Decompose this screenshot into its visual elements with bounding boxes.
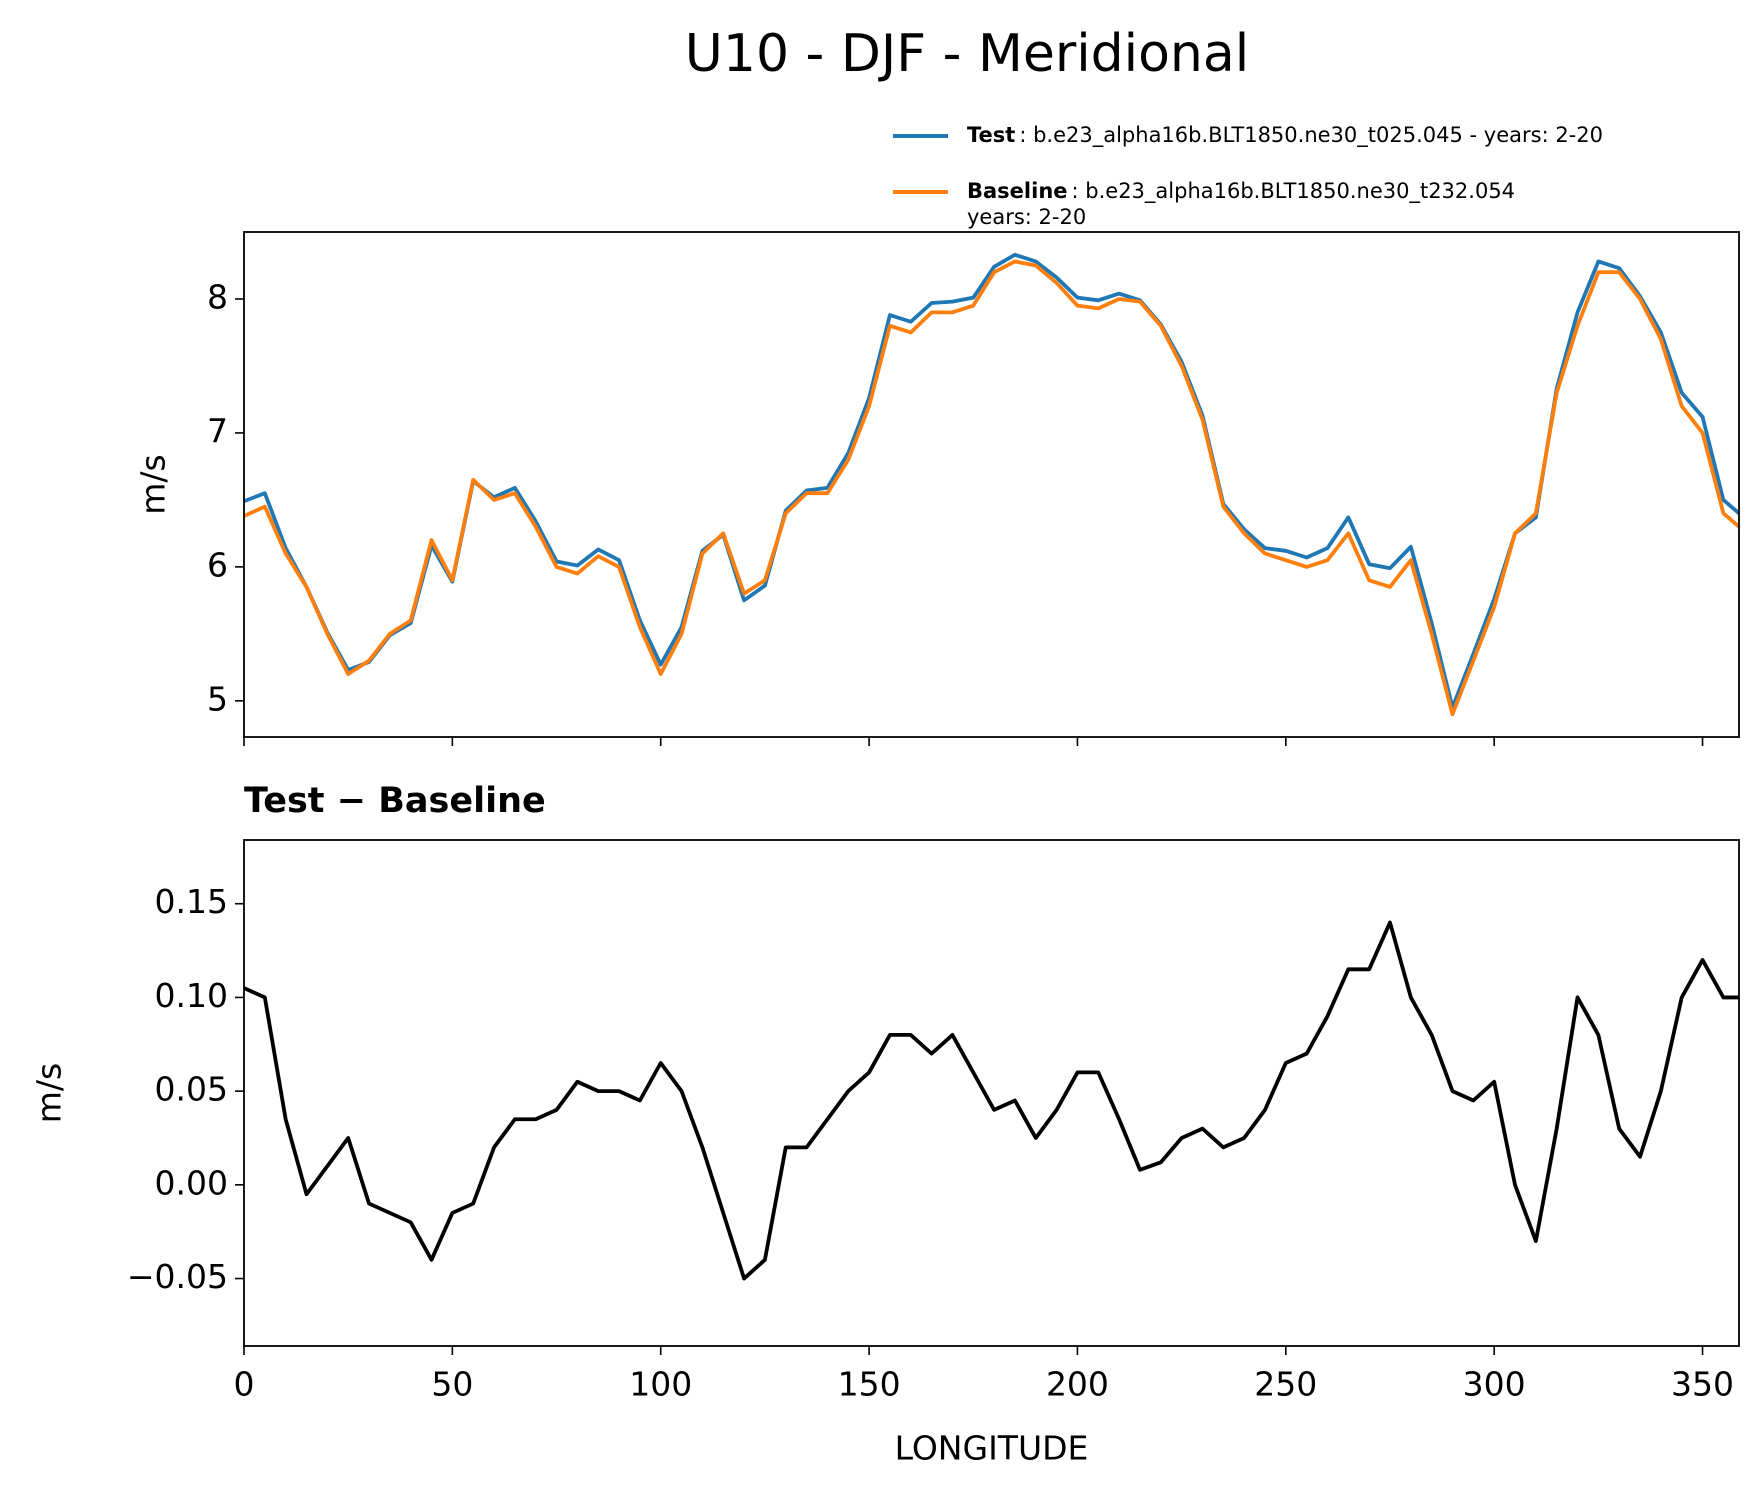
- y-tick-label: 0.05: [155, 1070, 228, 1109]
- x-tick-label: 50: [431, 1365, 473, 1404]
- x-axis-label: LONGITUDE: [895, 1429, 1089, 1468]
- y-axis-label: m/s: [30, 1063, 69, 1123]
- y-tick-label: 0.10: [155, 976, 228, 1015]
- data-line: [244, 259, 1739, 717]
- data-line: [244, 920, 1739, 1281]
- y-tick-label: 7: [207, 411, 228, 450]
- y-tick-label: −0.05: [127, 1257, 228, 1296]
- y-tick-label: 0.15: [155, 882, 228, 921]
- axes-frame: [243, 231, 1740, 738]
- axes-frame: [243, 839, 1740, 1347]
- legend-name: Test: [967, 123, 1015, 147]
- legend-entry: Test: b.e23_alpha16b.BLT1850.ne30_t025.0…: [967, 123, 1603, 148]
- figure-title: U10 - DJF - Meridional: [685, 24, 1249, 84]
- x-tick-label: 100: [629, 1365, 692, 1404]
- y-tick-label: 0.00: [155, 1163, 228, 1202]
- data-line: [244, 252, 1739, 710]
- axes-title: Test − Baseline: [244, 781, 546, 821]
- y-tick-label: 6: [207, 545, 228, 584]
- y-axis-label: m/s: [134, 454, 173, 514]
- legend-description: : b.e23_alpha16b.BLT1850.ne30_t232.054: [1072, 179, 1516, 204]
- x-tick-label: 300: [1463, 1365, 1526, 1404]
- legend-description: : b.e23_alpha16b.BLT1850.ne30_t025.045 -…: [1019, 123, 1603, 148]
- legend-name: Baseline: [967, 179, 1068, 203]
- legend-description: years: 2-20: [967, 205, 1086, 229]
- x-tick-label: 350: [1671, 1365, 1734, 1404]
- y-tick-label: 5: [207, 679, 228, 718]
- x-tick-label: 0: [234, 1365, 255, 1404]
- y-tick-label: 8: [207, 277, 228, 316]
- x-tick-label: 200: [1046, 1365, 1109, 1404]
- legend-entry: Baseline: b.e23_alpha16b.BLT1850.ne30_t2…: [967, 179, 1515, 204]
- x-tick-label: 250: [1254, 1365, 1317, 1404]
- x-tick-label: 150: [838, 1365, 901, 1404]
